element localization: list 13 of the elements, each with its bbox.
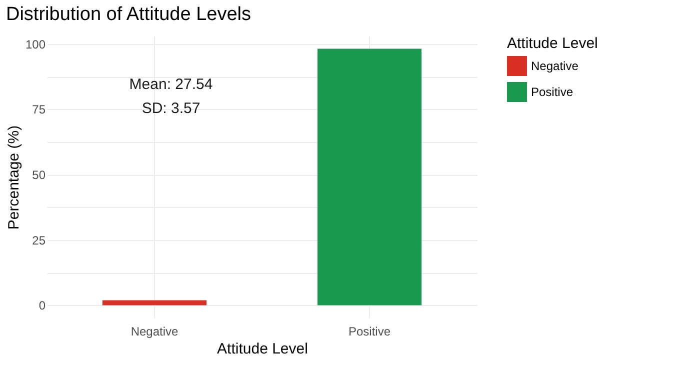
legend-label: Positive [531, 85, 574, 99]
y-tick-label: 50 [32, 168, 46, 182]
y-axis-title: Percentage (%) [5, 125, 22, 230]
annotation: SD: 3.57 [142, 100, 200, 117]
x-axis-title: Attitude Level [217, 340, 308, 358]
y-tick-label: 100 [25, 37, 46, 52]
legend-label: Negative [531, 59, 579, 73]
legend-title: Attitude Level [507, 35, 598, 52]
y-tick-label: 25 [32, 233, 46, 248]
y-tick-label: 0 [38, 298, 46, 313]
y-tick-label: 75 [32, 102, 46, 117]
annotation: Mean: 27.54 [129, 76, 213, 93]
chart-title: Distribution of Attitude Levels [6, 4, 252, 25]
